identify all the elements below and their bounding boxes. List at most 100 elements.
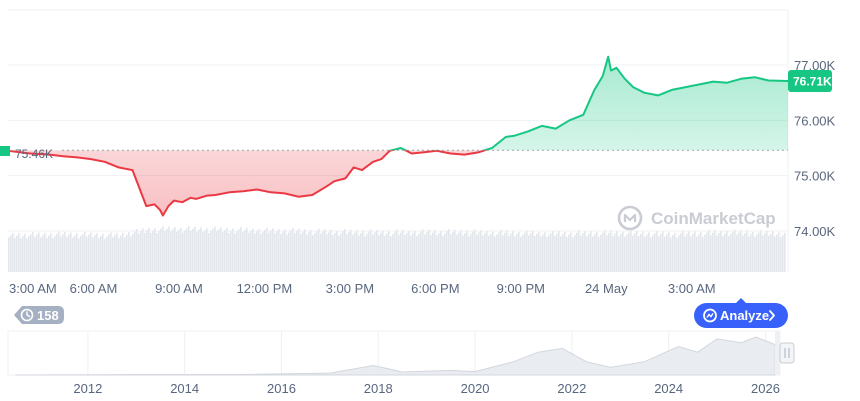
volume-bar: [276, 231, 278, 272]
volume-bar: [540, 236, 542, 272]
volume-bar: [478, 232, 480, 272]
volume-bar: [726, 231, 728, 272]
volume-bar: [110, 232, 112, 272]
volume-bar: [644, 236, 646, 272]
volume-bar: [766, 230, 768, 272]
volume-bar: [750, 233, 752, 272]
open-price-label: 75.46K: [15, 147, 53, 161]
volume-bar: [544, 232, 546, 272]
volume-bar: [736, 234, 738, 272]
volume-bar: [446, 231, 448, 272]
volume-bar: [782, 235, 784, 272]
volume-bar: [120, 235, 122, 272]
volume-bar: [528, 235, 530, 272]
volume-bar: [236, 231, 238, 272]
volume-bar: [496, 234, 498, 272]
volume-bar: [458, 232, 460, 272]
volume-bar: [754, 236, 756, 272]
navigator-year-label: 2024: [654, 381, 683, 396]
volume-bar: [350, 229, 352, 272]
volume-bar: [616, 231, 618, 272]
volume-bar: [140, 230, 142, 272]
volume-bar: [224, 230, 226, 272]
volume-bar: [212, 228, 214, 272]
volume-bar: [700, 232, 702, 272]
volume-bar: [592, 236, 594, 272]
volume-bar: [402, 230, 404, 272]
x-tick-label: 9:00 AM: [155, 281, 203, 296]
volume-bar: [188, 226, 190, 272]
volume-bar: [222, 232, 224, 272]
volume-bar: [470, 233, 472, 272]
volume-bar: [228, 232, 230, 272]
navigator-year-label: 2014: [170, 381, 199, 396]
volume-bar: [444, 233, 446, 272]
volume-bar: [536, 233, 538, 272]
volume-bar: [112, 237, 114, 272]
volume-bar: [466, 231, 468, 272]
volume-bar: [768, 235, 770, 272]
x-tick-label: 6:00 AM: [70, 281, 118, 296]
volume-bar: [26, 238, 28, 272]
volume-bar: [288, 232, 290, 272]
volume-bar: [640, 233, 642, 272]
volume-bar: [282, 231, 284, 272]
volume-bar: [492, 231, 494, 272]
volume-bar: [448, 229, 450, 272]
volume-bar: [548, 235, 550, 272]
volume-bar: [590, 231, 592, 272]
volume-bar: [80, 236, 82, 272]
volume-bar: [530, 233, 532, 272]
volume-bar: [190, 231, 192, 272]
volume-bar: [758, 232, 760, 272]
volume-bar: [596, 232, 598, 272]
volume-bar: [464, 233, 466, 272]
volume-bar: [20, 238, 22, 272]
volume-bar: [70, 232, 72, 272]
volume-bar: [686, 233, 688, 272]
volume-bar: [270, 230, 272, 272]
volume-bar: [310, 230, 312, 272]
volume-bar: [242, 232, 244, 272]
volume-bar: [180, 227, 182, 272]
volume-bar: [90, 232, 92, 272]
volume-bar: [454, 229, 456, 272]
volume-bar: [420, 231, 422, 272]
volume-bar: [488, 235, 490, 272]
watermark-text: CoinMarketCap: [651, 209, 776, 228]
scroll-handle-icon[interactable]: [779, 342, 795, 364]
volume-bar: [24, 233, 26, 272]
volume-bar: [346, 234, 348, 272]
volume-bar: [170, 231, 172, 272]
y-tick-label: 77.00K: [794, 58, 836, 73]
volume-bar: [156, 233, 158, 272]
navigator-year-label: 2022: [557, 381, 586, 396]
volume-bar: [630, 230, 632, 272]
volume-bar: [116, 232, 118, 272]
volume-bar: [684, 235, 686, 272]
volume-bar: [376, 230, 378, 272]
volume-bar: [324, 229, 326, 272]
volume-bar: [370, 229, 372, 272]
volume-bar: [572, 237, 574, 272]
volume-bar: [514, 236, 516, 272]
volume-bar: [174, 226, 176, 272]
volume-bar: [404, 235, 406, 272]
volume-bar: [354, 232, 356, 272]
volume-bar: [732, 231, 734, 272]
navigator[interactable]: 2012 2014 2016 2018 2020 2022 2024 2026: [7, 330, 795, 396]
volume-bar: [724, 233, 726, 272]
history-button[interactable]: 158: [14, 306, 64, 324]
volume-bar: [538, 231, 540, 272]
volume-bar: [414, 231, 416, 272]
volume-bar: [326, 234, 328, 272]
volume-bar: [564, 231, 566, 272]
volume-bar: [628, 232, 630, 272]
volume-bar: [434, 230, 436, 272]
volume-bar: [518, 231, 520, 272]
analyze-button[interactable]: Analyze: [694, 298, 788, 328]
volume-bar: [490, 233, 492, 272]
volume-bar: [472, 231, 474, 272]
volume-bar: [432, 232, 434, 272]
